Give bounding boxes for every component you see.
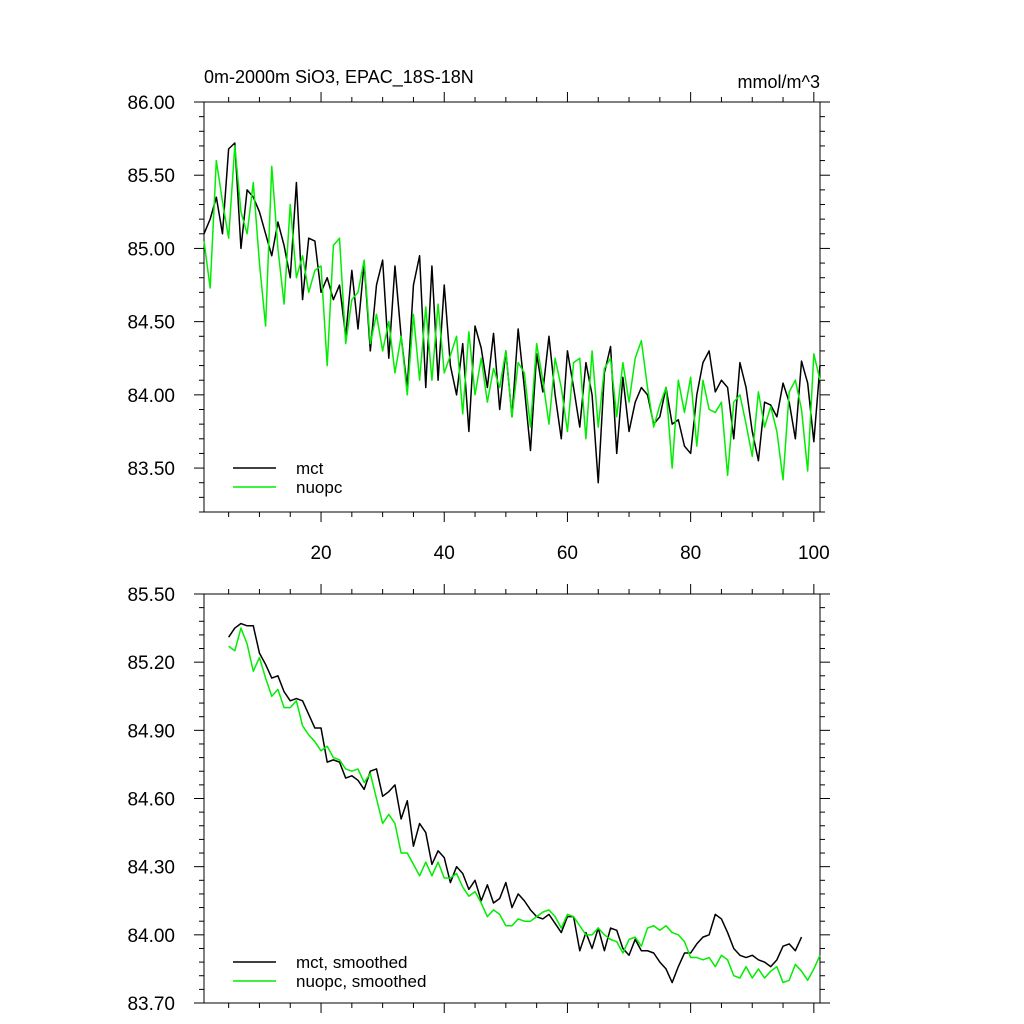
legend-label: mct bbox=[296, 459, 324, 478]
y-tick-label: 86.00 bbox=[127, 93, 175, 114]
y-tick-label: 84.30 bbox=[127, 858, 175, 879]
units-label: mmol/m^3 bbox=[738, 72, 820, 92]
x-tick-label: 20 bbox=[310, 543, 331, 564]
top-panel: 20 40 60 80 100 86.00 85.50 85.00 84.50 84.00 83.5… bbox=[127, 92, 830, 564]
bottom-panel: 85.50 85.20 84.90 84.60 84.30 84.00 83.70 mct, … bbox=[127, 584, 830, 1015]
y-tick-label: 84.60 bbox=[127, 790, 175, 811]
y-tick-label: 85.50 bbox=[127, 166, 175, 187]
x-tick-label: 80 bbox=[680, 543, 701, 564]
x-tick-label: 100 bbox=[798, 543, 830, 564]
y-tick-label: 84.50 bbox=[127, 313, 175, 334]
y-tick-label: 83.70 bbox=[127, 994, 175, 1015]
legend-label: nuopc bbox=[296, 478, 343, 497]
y-tick-label: 85.20 bbox=[127, 653, 175, 674]
x-tick-label: 60 bbox=[557, 543, 578, 564]
y-tick-label: 85.00 bbox=[127, 239, 175, 260]
y-tick-label: 84.00 bbox=[127, 926, 175, 947]
plot-frame bbox=[203, 101, 821, 513]
y-tick-label: 83.50 bbox=[127, 459, 175, 480]
x-tick-label: 40 bbox=[434, 543, 455, 564]
chart-title: 0m-2000m SiO3, EPAC_18S-18N bbox=[204, 67, 474, 88]
legend-label: nuopc, smoothed bbox=[296, 972, 426, 991]
series-line-mct bbox=[203, 142, 821, 484]
y-tick-label: 84.90 bbox=[127, 721, 175, 742]
y-tick-label: 84.00 bbox=[127, 386, 175, 407]
series-line-nuopc bbox=[203, 145, 821, 481]
series-line-nuopc-smoothed bbox=[228, 627, 821, 984]
legend-label: mct, smoothed bbox=[296, 953, 408, 972]
y-tick-label: 85.50 bbox=[127, 585, 175, 606]
plot-frame bbox=[203, 593, 821, 1004]
series-line-mct-smoothed bbox=[228, 622, 803, 984]
